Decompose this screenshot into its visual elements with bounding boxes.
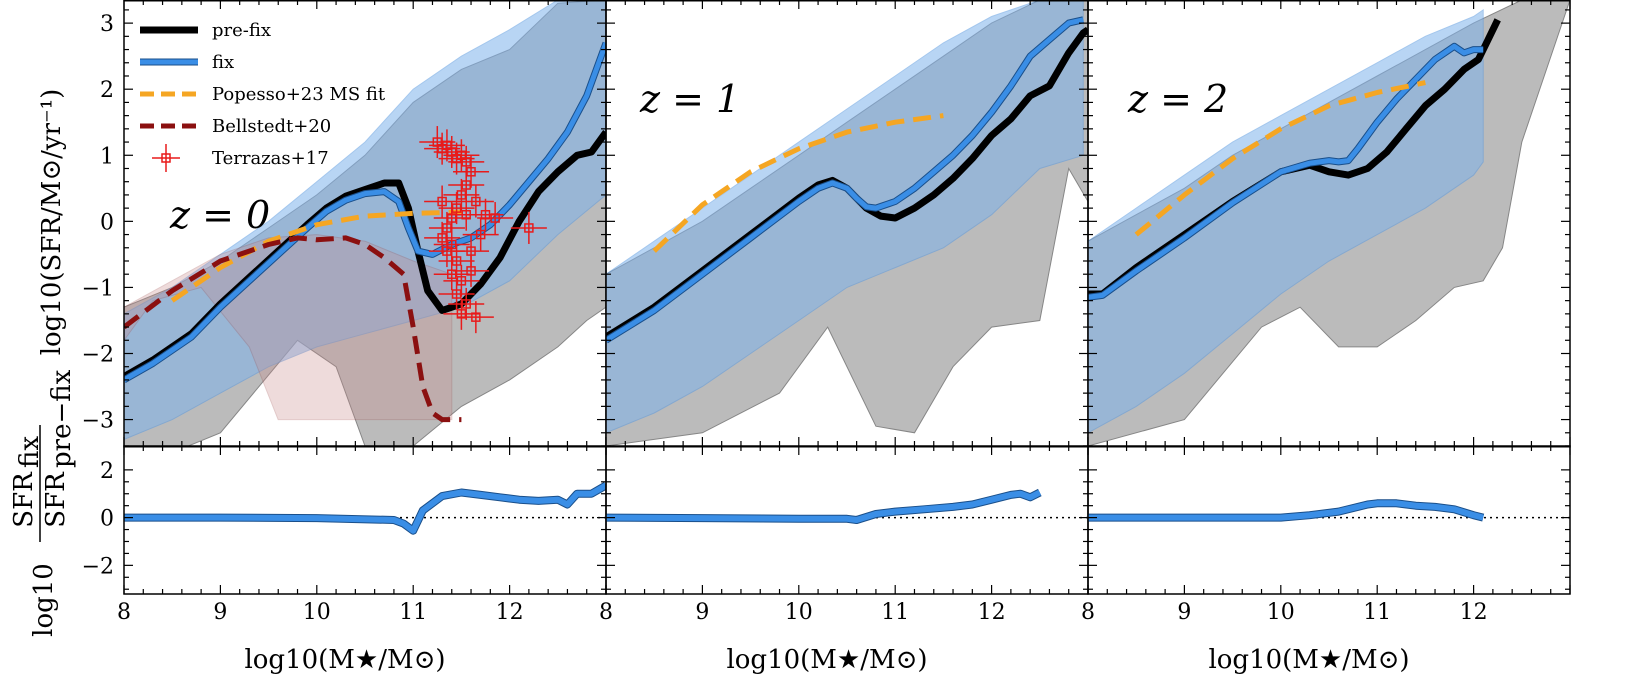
- panel-redshift-label: z = 1: [639, 77, 740, 121]
- popesso-line: [652, 113, 944, 253]
- legend-label: Bellstedt+20: [212, 116, 331, 137]
- terrazas-point: [438, 278, 475, 311]
- x-tick-label: 11: [399, 600, 427, 625]
- terrazas-point: [438, 192, 475, 225]
- panel-redshift-label: z = 0: [169, 193, 270, 237]
- y-tick-label: 1: [100, 144, 114, 169]
- legend-label: Terrazas+17: [212, 148, 329, 169]
- ratio-line: [1088, 500, 1484, 521]
- terrazas-point: [453, 235, 490, 268]
- terrazas-point: [457, 185, 494, 218]
- panel-3: 8 9 10 11 12 log10(M★/M⊙) z = 2: [1081, 0, 1571, 675]
- terrazas-point: [448, 169, 485, 202]
- fix-line: [1088, 43, 1484, 300]
- x-tick-label: 9: [1177, 600, 1191, 625]
- fix-line: [606, 17, 1084, 343]
- legend: pre-fix fix Popesso+23 MS fit Bellstedt+20 T…: [140, 20, 386, 172]
- x-tick-label: 10: [785, 600, 813, 625]
- terrazas-point: [510, 211, 547, 244]
- ratio-denominator: SFR: [41, 471, 71, 528]
- x-tick-label: 12: [978, 600, 1006, 625]
- terrazas-point: [433, 258, 470, 291]
- y-tick-label: 0: [100, 507, 114, 532]
- y-axis-title-top: log10(SFR/M⊙/yr⁻¹): [37, 89, 67, 356]
- x-tick-label: 12: [1460, 600, 1488, 625]
- bellstedt-line: [124, 235, 462, 423]
- legend-item: Terrazas+17: [152, 144, 329, 172]
- x-tick-label: 10: [1267, 600, 1295, 625]
- y-tick-label: −2: [82, 554, 114, 579]
- legend-item: Popesso+23 MS fit: [140, 84, 386, 105]
- terrazas-point: [443, 178, 480, 211]
- popesso-line: [1134, 80, 1426, 237]
- ratio-line: [606, 489, 1042, 523]
- terrazas-point: [424, 221, 461, 254]
- panel-redshift-label: z = 2: [1127, 77, 1228, 121]
- bottom-axes-frame: [1087, 445, 1571, 595]
- x-tick-label: 8: [117, 600, 131, 625]
- ratio-line: [124, 482, 606, 534]
- popesso-line: [170, 209, 462, 303]
- x-tick-label: 9: [213, 600, 227, 625]
- y-tick-label: 2: [100, 459, 114, 484]
- y-tick-label: 0: [100, 210, 114, 235]
- x-axis-title: log10(M★/M⊙): [726, 645, 927, 675]
- panel-2: 8 9 10 11 12 log10(M★/M⊙) z = 1: [599, 0, 1089, 675]
- y-tick-label: 2: [100, 78, 114, 103]
- y-tick-label: −3: [82, 409, 114, 434]
- panel-1: 8 9 10 11 12 log10(M★/M⊙) z = 0: [117, 0, 607, 675]
- legend-item: fix: [140, 52, 234, 73]
- legend-label: pre-fix: [212, 20, 271, 41]
- terrazas-point: [443, 264, 480, 297]
- x-axis-title: log10(M★/M⊙): [1208, 645, 1409, 675]
- legend-label: fix: [212, 52, 234, 73]
- terrazas-point: [438, 244, 475, 277]
- ratio-denominator-sub: pre−fix: [47, 369, 77, 468]
- fix-scatter-band: [124, 0, 606, 440]
- terrazas-point: [428, 129, 465, 162]
- legend-item: pre-fix: [140, 20, 271, 41]
- terrazas-point: [443, 139, 480, 172]
- x-tick-label: 11: [1363, 600, 1391, 625]
- y-tick-label: −1: [82, 276, 114, 301]
- y-tick-label: 3: [100, 12, 114, 37]
- terrazas-point: [462, 218, 499, 251]
- terrazas-point: [448, 198, 485, 231]
- x-axis-title: log10(M★/M⊙): [244, 645, 445, 675]
- x-tick-label: 11: [881, 600, 909, 625]
- x-tick-label: 10: [303, 600, 331, 625]
- terrazas-point: [433, 228, 470, 261]
- legend-label: Popesso+23 MS fit: [212, 84, 386, 105]
- legend-item: Bellstedt+20: [140, 116, 331, 137]
- x-tick-label: 8: [599, 600, 613, 625]
- terrazas-point: [477, 202, 514, 235]
- x-tick-label: 9: [695, 600, 709, 625]
- ratio-numerator: SFR: [9, 471, 39, 528]
- terrazas-point: [457, 301, 494, 334]
- ratio-line-outline: [124, 481, 606, 535]
- y-tick-label: −2: [82, 342, 114, 367]
- terrazas-point: [448, 287, 485, 320]
- terrazas-point: [453, 155, 490, 188]
- ratio-prefix: log10: [29, 563, 59, 637]
- x-tick-label: 8: [1081, 600, 1095, 625]
- terrazas-point: [424, 185, 461, 218]
- x-tick-label: 12: [496, 600, 524, 625]
